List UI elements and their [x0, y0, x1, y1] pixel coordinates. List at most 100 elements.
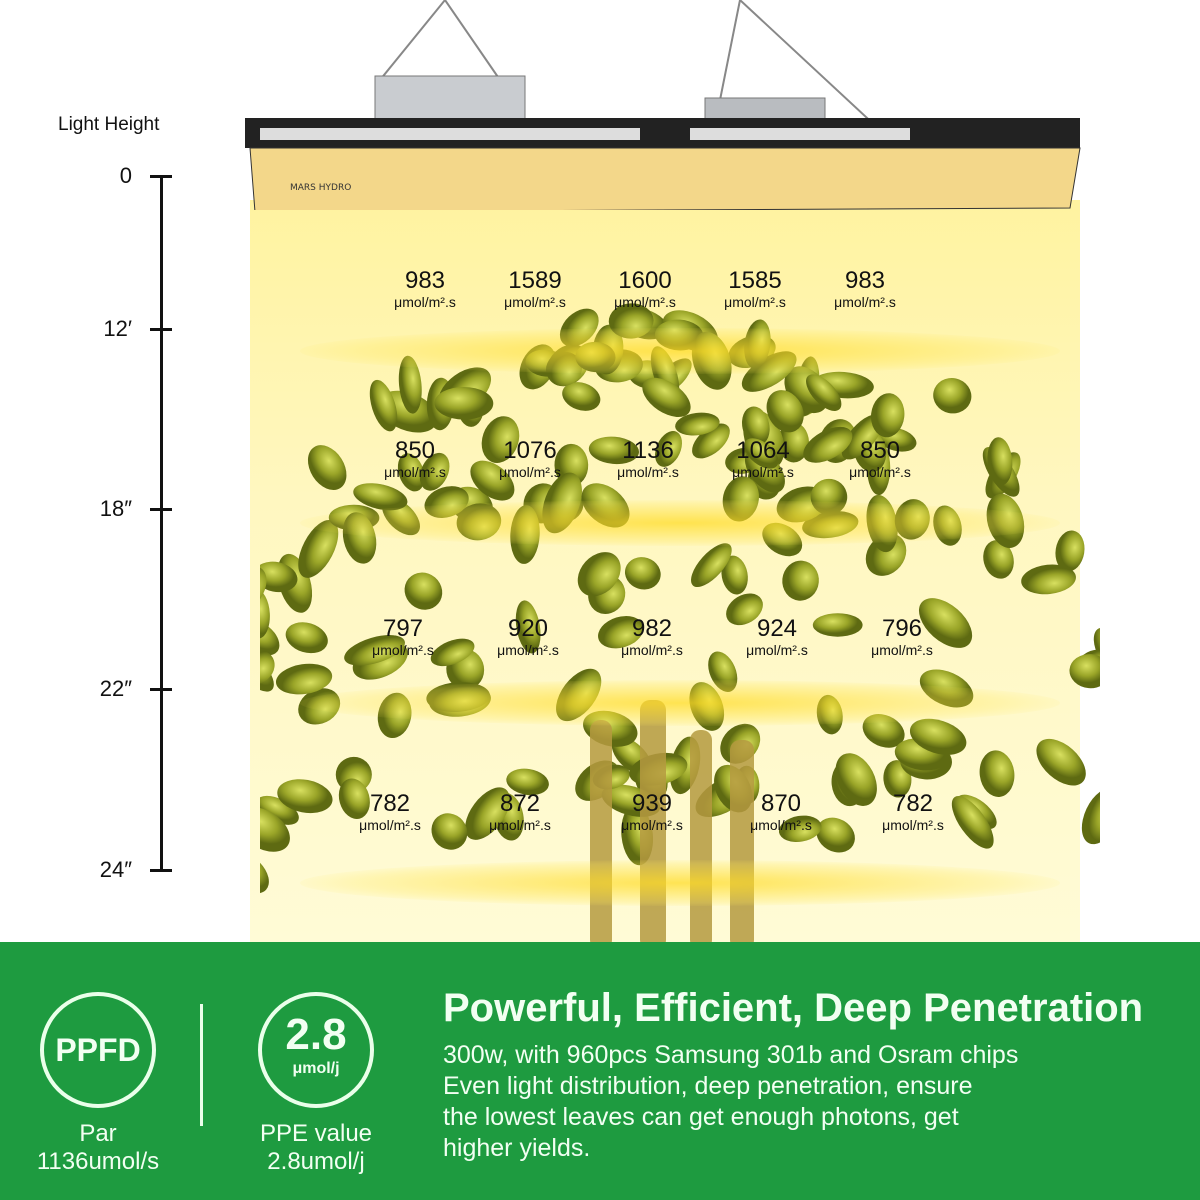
ppfd-reading: 797 μmol/m².s: [343, 616, 463, 659]
ppfd-unit: μmol/m².s: [621, 817, 683, 833]
ppfd-reading: 1064 μmol/m².s: [703, 438, 823, 481]
leaf: [766, 390, 804, 433]
ppfd-reading: 924 μmol/m².s: [717, 615, 837, 659]
leaf: [806, 374, 842, 411]
ppfd-unit: μmol/m².s: [732, 464, 794, 480]
ppfd-reading: 939 μmol/m².s: [592, 791, 712, 834]
ppfd-value: 782: [892, 790, 934, 817]
ppfd-value: 796: [881, 615, 923, 642]
leaf: [577, 552, 621, 597]
ppfd-value: 850: [859, 437, 901, 464]
ppfd-reading: 983 μmol/m².s: [365, 267, 485, 311]
leaf: [624, 557, 661, 590]
light-band: [300, 860, 1060, 906]
axis-tick-label: 18″: [99, 496, 132, 521]
ppfd-value: 920: [507, 615, 549, 642]
leaf: [481, 416, 520, 463]
ppfd-unit: μmol/m².s: [359, 817, 421, 833]
axis-tick-label: 0: [119, 163, 132, 188]
ppfd-value: 782: [369, 790, 411, 817]
headline: Powerful, Efficient, Deep Penetration: [443, 986, 1144, 1030]
leaf: [588, 436, 639, 465]
leaf: [778, 815, 822, 842]
ppfd-reading: 1589 μmol/m².s: [475, 268, 595, 311]
ppfd-unit: μmol/m².s: [614, 294, 676, 310]
leaf: [515, 600, 541, 654]
info-panel: PPFD Par 1136umol/s 2.8 μmol/j PPE value…: [0, 942, 1200, 1200]
leaf: [397, 453, 425, 492]
leaf: [1036, 738, 1086, 786]
ppfd-unit: μmol/m².s: [384, 464, 446, 480]
ppfd-value: 1076: [503, 437, 557, 464]
leaf: [812, 613, 863, 637]
leaf: [398, 355, 422, 414]
ppe-value: 2.8umol/j: [267, 1148, 365, 1175]
divider: [200, 1004, 203, 1126]
leaf: [979, 750, 1015, 797]
leaf: [285, 622, 328, 654]
leaf: [642, 377, 691, 418]
leaf: [675, 412, 720, 436]
axis-title: Light Height: [58, 114, 160, 135]
ppfd-reading: 850 μmol/m².s: [355, 438, 475, 481]
leaf: [933, 378, 972, 414]
leaf: [465, 787, 510, 840]
par-value: 1136umol/s: [36, 1148, 160, 1175]
leaf: [260, 853, 269, 894]
ppfd-reading: 983 μmol/m².s: [805, 267, 925, 311]
leaf: [692, 423, 730, 459]
ppfd-reading: 1585 μmol/m².s: [695, 267, 815, 311]
leaf: [260, 619, 280, 656]
leaf: [1021, 564, 1076, 595]
brand-logo: MARS HYDRO: [290, 183, 351, 193]
ppfd-label: PPFD: [55, 1032, 141, 1068]
leaf: [470, 460, 515, 501]
ppfd-value: 924: [756, 615, 798, 642]
axis-tick: [150, 328, 172, 331]
ppfd-unit: μmol/m².s: [621, 642, 683, 658]
leaf: [260, 696, 262, 740]
ppfd-reading: 1076 μmol/m².s: [470, 437, 590, 481]
ppfd-unit: μmol/m².s: [750, 817, 812, 833]
ppe-label: PPE value: [259, 1120, 373, 1147]
ppfd-unit: μmol/m².s: [849, 464, 911, 480]
ppfd-value: 1600: [618, 267, 672, 294]
leaf: [353, 483, 408, 511]
ppfd-value: 983: [844, 267, 886, 294]
ppfd-value: 982: [631, 615, 673, 642]
axis-tick-label: 22″: [99, 676, 132, 701]
ppe-badge: 2.8 μmol/j: [258, 992, 374, 1108]
ppfd-reading: 1136 μmol/m².s: [588, 438, 708, 481]
par-label: Par: [79, 1120, 117, 1147]
leaf: [987, 437, 1013, 486]
leaf: [782, 560, 819, 601]
light-band: [300, 500, 1060, 546]
ppfd-unit: μmol/m².s: [882, 817, 944, 833]
ppfd-value: 870: [760, 790, 802, 817]
leaf: [298, 519, 339, 578]
axis-tick-label: 12′: [103, 316, 132, 341]
ppe-number: 2.8: [285, 1010, 347, 1059]
ppfd-value: 1585: [728, 267, 782, 294]
ppfd-unit: μmol/m².s: [746, 642, 808, 658]
leaf: [275, 663, 333, 695]
ppfd-unit: μmol/m².s: [394, 294, 456, 310]
leaf: [841, 414, 883, 460]
leaf: [598, 616, 644, 649]
leaf: [404, 572, 443, 610]
leaf: [835, 753, 877, 806]
ppfd-reading: 1600 μmol/m².s: [585, 267, 705, 311]
ppfd-unit: μmol/m².s: [499, 464, 561, 480]
ppfd-reading: 982 μmol/m².s: [592, 615, 712, 659]
body-line: higher yields.: [443, 1134, 591, 1162]
ppfd-value: 983: [404, 267, 446, 294]
body-line: 300w, with 960pcs Samsung 301b and Osram…: [443, 1041, 1019, 1069]
leaf: [430, 638, 475, 667]
axis-tick: [150, 688, 172, 691]
leaf: [369, 379, 398, 432]
axis-tick: [150, 175, 172, 178]
leaf: [338, 778, 370, 819]
ppfd-unit: μmol/m².s: [834, 294, 896, 310]
body-line: the lowest leaves can get enough photons…: [443, 1103, 959, 1131]
ppfd-unit: μmol/m².s: [504, 294, 566, 310]
